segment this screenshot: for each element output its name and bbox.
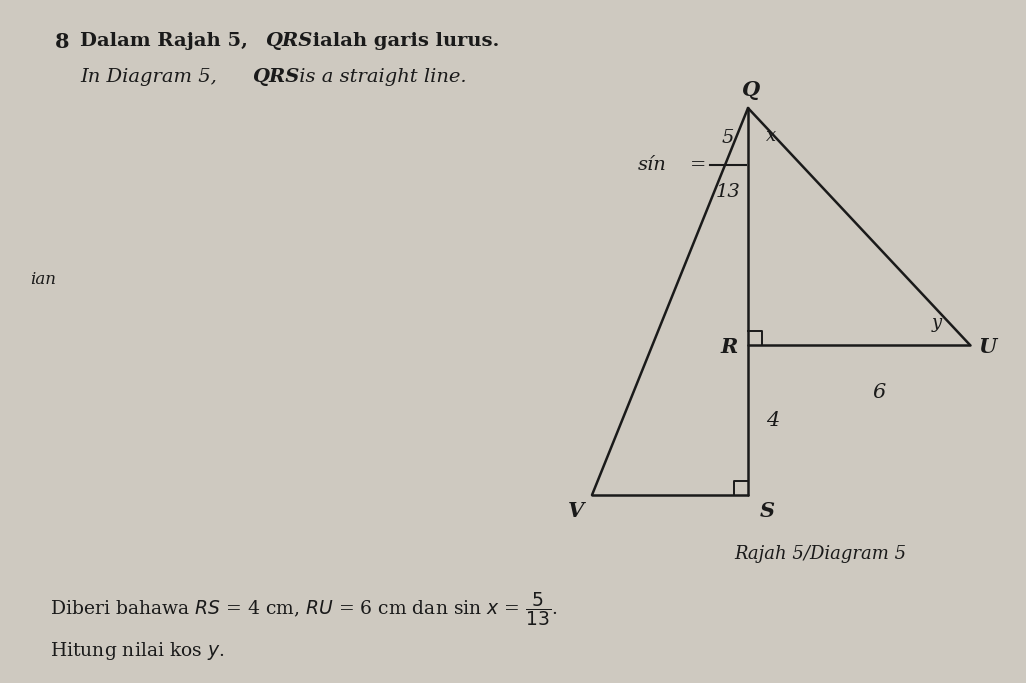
Text: Q: Q — [742, 80, 760, 100]
Text: ialah garis lurus.: ialah garis lurus. — [306, 32, 500, 50]
Text: QRS: QRS — [252, 68, 300, 86]
Text: 6: 6 — [872, 383, 885, 402]
Text: 5: 5 — [722, 129, 735, 147]
Text: V: V — [567, 501, 584, 521]
Text: Rajah 5/Diagram 5: Rajah 5/Diagram 5 — [734, 545, 906, 563]
Text: 13: 13 — [715, 183, 741, 201]
Text: ian: ian — [30, 272, 56, 288]
Text: x: x — [766, 127, 776, 145]
Text: =: = — [690, 156, 706, 174]
Text: In Diagram 5,: In Diagram 5, — [80, 68, 223, 86]
Text: sín: sín — [638, 156, 667, 174]
Text: R: R — [720, 337, 738, 357]
Text: Dalam Rajah 5,: Dalam Rajah 5, — [80, 32, 254, 50]
Text: 8: 8 — [55, 32, 70, 52]
Text: is a straight line.: is a straight line. — [293, 68, 467, 86]
Text: QRS: QRS — [265, 32, 312, 50]
Text: y: y — [932, 314, 942, 332]
Text: S: S — [760, 501, 775, 521]
Text: U: U — [978, 337, 996, 357]
Text: Diberi bahawa $RS$ = 4 cm, $RU$ = 6 cm dan sin $x$ = $\dfrac{5}{13}$.: Diberi bahawa $RS$ = 4 cm, $RU$ = 6 cm d… — [50, 590, 558, 628]
Text: Hitung nilai kos $y$.: Hitung nilai kos $y$. — [50, 640, 225, 662]
Text: 4: 4 — [766, 410, 780, 430]
